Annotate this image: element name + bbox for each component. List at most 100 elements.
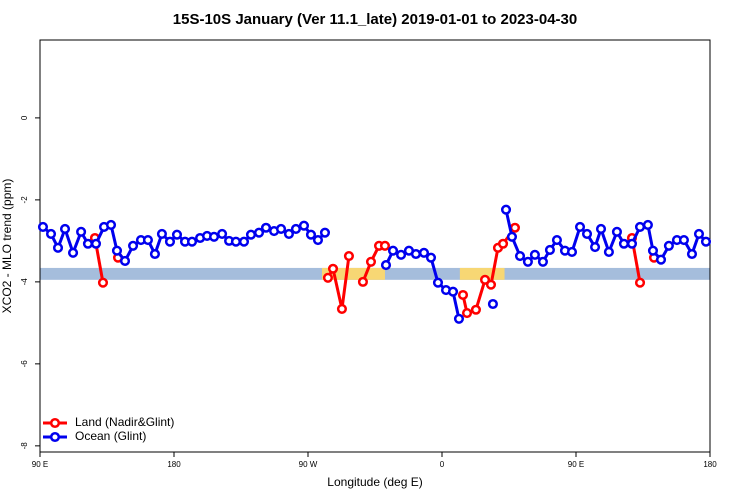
data-point — [603, 246, 614, 257]
data-point — [276, 223, 287, 235]
data-point — [461, 307, 473, 319]
data-point — [90, 238, 102, 249]
data-point — [209, 231, 220, 242]
data-point — [655, 254, 667, 265]
highlight-span — [321, 267, 385, 280]
data-point — [164, 236, 176, 247]
data-point — [142, 235, 153, 246]
data-point — [305, 229, 317, 240]
highlight-span — [459, 267, 505, 280]
legend-marker — [49, 431, 61, 443]
chart-title: 15S-10S January (Ver 11.1_late) 2019-01-… — [173, 11, 577, 28]
data-point — [418, 247, 430, 258]
data-point — [327, 263, 339, 274]
data-point — [479, 274, 491, 285]
data-point — [663, 240, 674, 251]
data-point — [634, 277, 646, 288]
data-point — [497, 238, 509, 249]
data-point — [111, 245, 123, 256]
data-point — [312, 235, 324, 246]
data-point — [283, 228, 294, 239]
data-point — [68, 247, 79, 258]
data-point — [82, 238, 93, 249]
data-point — [647, 245, 659, 256]
data-point — [322, 272, 334, 283]
data-point — [217, 228, 228, 239]
data-point — [487, 298, 498, 310]
data-point — [590, 241, 601, 253]
x-axis-label: Longitude (deg E) — [327, 475, 422, 489]
data-point — [634, 221, 646, 232]
y-tick-label: -6 — [20, 360, 29, 368]
y-tick-label: -2 — [20, 196, 29, 204]
data-point — [700, 236, 712, 247]
x-tick-label: 90 E — [568, 460, 584, 469]
data-point — [626, 238, 638, 249]
data-point — [425, 252, 437, 263]
data-point — [76, 226, 87, 237]
legend-marker — [49, 417, 61, 429]
data-point — [52, 242, 64, 253]
data-point — [119, 255, 131, 267]
data-point — [105, 219, 117, 230]
data-point — [298, 220, 310, 231]
data-point — [693, 228, 705, 239]
data-point — [128, 240, 139, 251]
plot-frame — [39, 39, 711, 453]
data-point — [97, 277, 109, 288]
data-point — [245, 229, 257, 240]
y-axis-label: XCO2 - MLO trend (ppm) — [0, 179, 14, 314]
data-point — [319, 227, 331, 238]
data-point — [537, 256, 548, 267]
data-point — [186, 236, 198, 247]
x-tick-label: 180 — [167, 460, 181, 469]
data-point — [514, 250, 526, 262]
legend-label: Land (Nadir&Glint) — [75, 415, 174, 429]
data-point — [566, 246, 578, 257]
data-point — [470, 304, 481, 315]
data-point — [642, 219, 653, 230]
data-point — [500, 204, 512, 215]
data-point — [506, 231, 518, 242]
x-tick-label: 180 — [703, 460, 717, 469]
data-point — [260, 222, 272, 233]
data-point — [238, 236, 250, 247]
x-tick-label: 0 — [440, 460, 445, 469]
data-point — [45, 228, 57, 239]
y-tick-label: 0 — [20, 115, 29, 120]
data-point — [396, 249, 407, 260]
data-point — [581, 228, 593, 239]
data-point — [380, 260, 392, 271]
data-point — [686, 248, 698, 260]
data-point — [171, 229, 183, 240]
data-point — [357, 276, 368, 287]
data-point — [387, 245, 399, 256]
data-point — [365, 256, 377, 267]
data-point — [551, 235, 562, 246]
data-point — [336, 303, 347, 314]
data-point — [230, 236, 241, 247]
data-point — [432, 277, 444, 288]
data-point — [156, 228, 167, 239]
data-point — [457, 289, 469, 301]
data-point — [37, 221, 49, 232]
data-point — [253, 227, 265, 238]
legend-label: Ocean (Glint) — [75, 429, 146, 443]
x-tick-label: 90 W — [299, 460, 318, 469]
data-point — [529, 249, 540, 260]
data-point — [611, 226, 622, 237]
data-point — [379, 240, 391, 251]
data-point — [149, 248, 160, 260]
data-point — [595, 223, 607, 235]
data-point — [485, 279, 497, 290]
y-tick-label: -8 — [20, 442, 29, 450]
data-point — [453, 313, 465, 324]
series-line — [326, 255, 351, 310]
x-tick-label: 90 E — [32, 460, 48, 469]
data-point — [447, 286, 459, 297]
data-point — [290, 223, 301, 235]
y-tick-label: -4 — [20, 278, 29, 286]
data-point — [544, 244, 555, 255]
data-point — [522, 256, 533, 267]
